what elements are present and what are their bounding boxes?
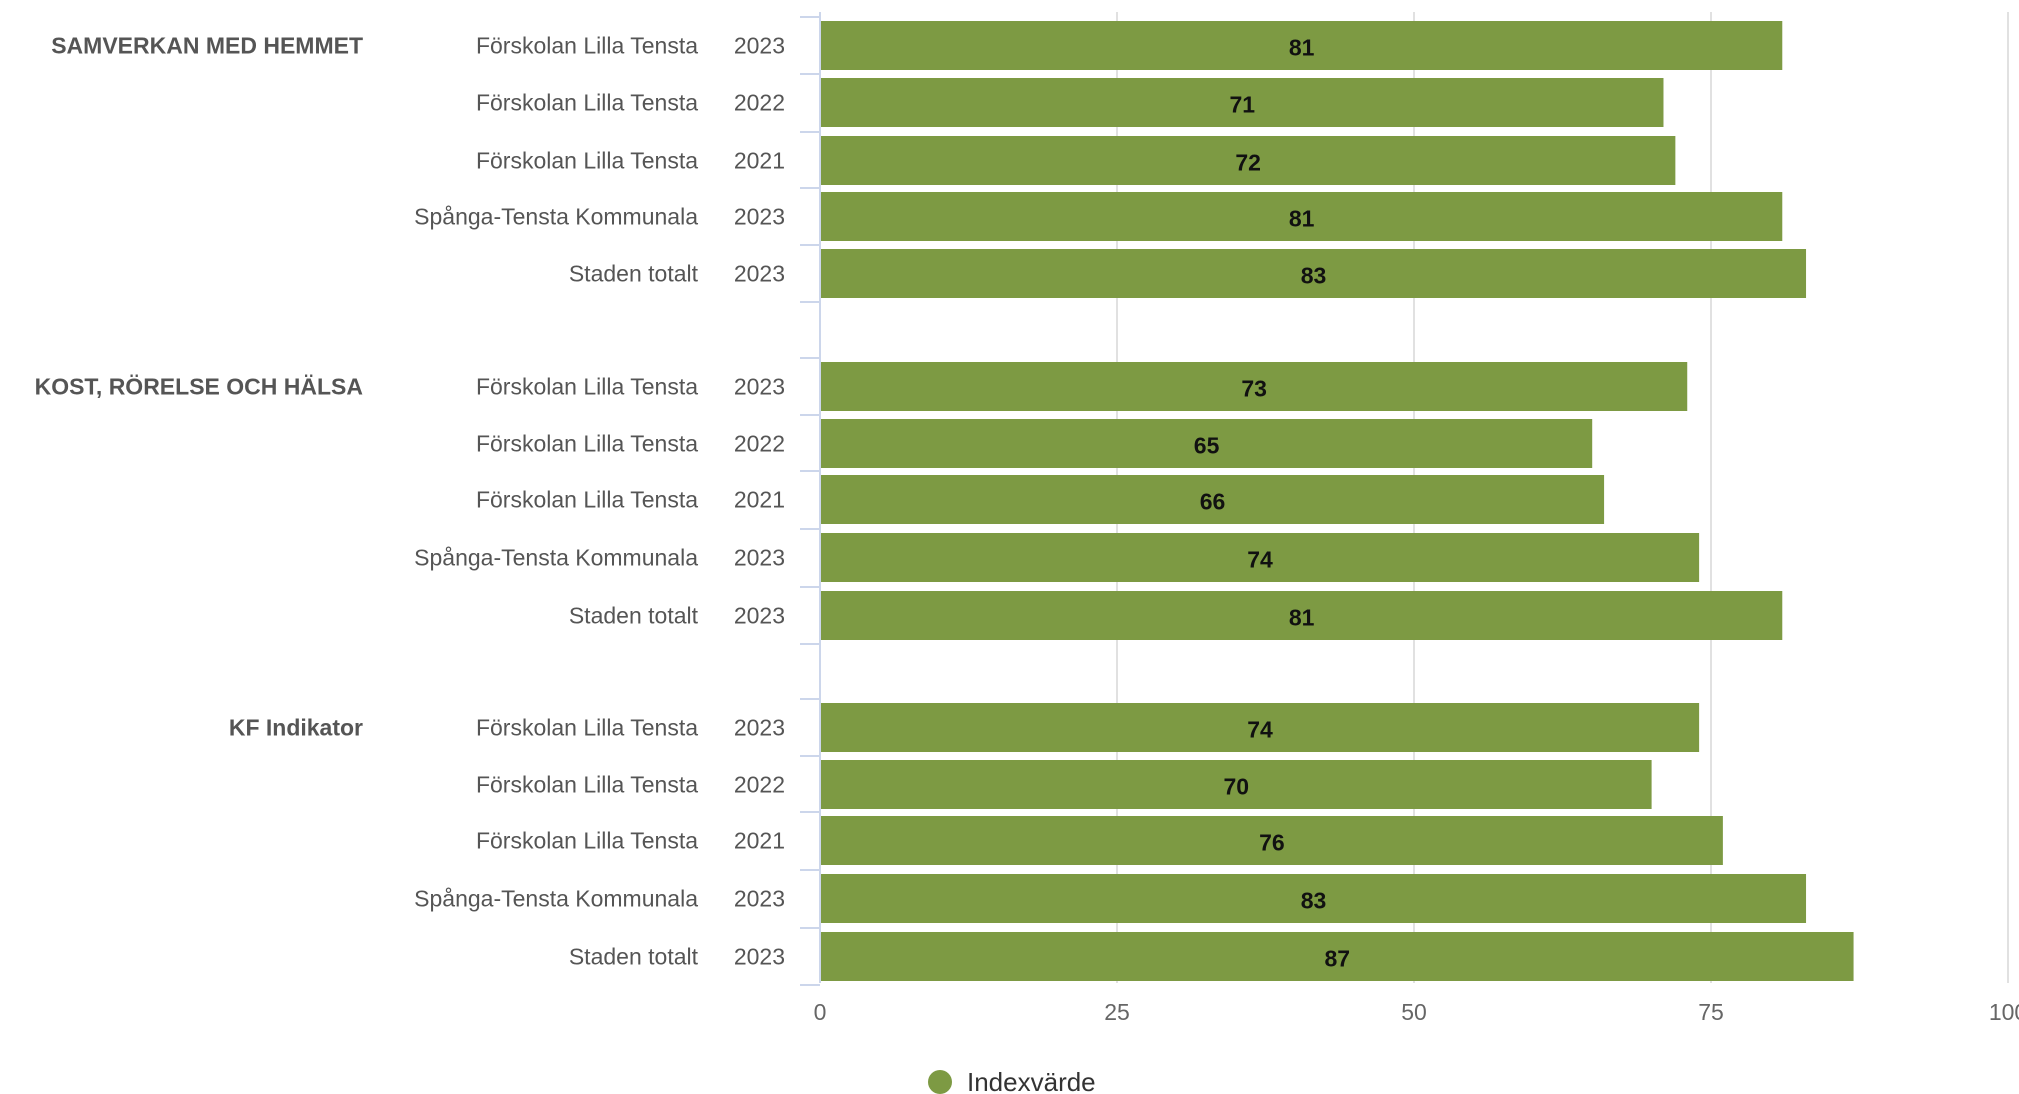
x-tick-label: 100 [1989, 999, 2019, 1025]
data-label: 74 [1247, 547, 1273, 573]
group-label: KF Indikator [229, 715, 363, 741]
legend-swatch-indexvarde [928, 1070, 952, 1094]
year-label: 2023 [734, 603, 785, 629]
year-label: 2022 [734, 90, 785, 116]
unit-label: Spånga-Tensta Kommunala [414, 545, 698, 571]
bar[interactable] [821, 192, 1783, 241]
unit-label: Staden totalt [569, 944, 699, 970]
year-label: 2023 [734, 261, 785, 287]
bar[interactable] [821, 591, 1783, 640]
bar[interactable] [821, 703, 1700, 752]
bar[interactable] [821, 21, 1783, 70]
unit-label: Spånga-Tensta Kommunala [414, 886, 698, 912]
data-label: 74 [1247, 717, 1273, 743]
year-label: 2023 [734, 33, 785, 59]
bar[interactable] [821, 136, 1676, 185]
unit-label: Spånga-Tensta Kommunala [414, 204, 698, 230]
year-label: 2022 [734, 431, 785, 457]
unit-label: Förskolan Lilla Tensta [476, 431, 698, 457]
bar[interactable] [821, 362, 1688, 411]
data-label: 71 [1229, 92, 1255, 118]
year-label: 2021 [734, 828, 785, 854]
x-tick-label: 25 [1104, 999, 1130, 1025]
x-axis-ticks: 0 25 50 75 100 [814, 999, 2019, 1025]
bar[interactable] [821, 475, 1605, 524]
x-tick-label: 50 [1401, 999, 1427, 1025]
unit-label: Förskolan Lilla Tensta [476, 374, 698, 400]
data-label: 70 [1224, 774, 1250, 800]
category-labels: SAMVERKAN MED HEMMET Förskolan Lilla Tens… [35, 33, 785, 970]
bar[interactable] [821, 78, 1664, 127]
y-axis [800, 12, 821, 986]
data-label: 81 [1289, 206, 1315, 232]
year-label: 2023 [734, 944, 785, 970]
unit-label: Staden totalt [569, 603, 699, 629]
group-label: KOST, RÖRELSE OCH HÄLSA [35, 374, 363, 400]
x-tick-label: 75 [1698, 999, 1724, 1025]
data-label: 81 [1289, 605, 1315, 631]
unit-label: Förskolan Lilla Tensta [476, 715, 698, 741]
bar[interactable] [821, 533, 1700, 582]
year-label: 2023 [734, 204, 785, 230]
unit-label: Förskolan Lilla Tensta [476, 487, 698, 513]
unit-label: Staden totalt [569, 261, 699, 287]
data-label: 66 [1200, 489, 1226, 515]
group-label: SAMVERKAN MED HEMMET [51, 33, 363, 59]
unit-label: Förskolan Lilla Tensta [476, 148, 698, 174]
bar[interactable] [821, 760, 1652, 809]
year-label: 2021 [734, 148, 785, 174]
unit-label: Förskolan Lilla Tensta [476, 772, 698, 798]
year-label: 2022 [734, 772, 785, 798]
bar[interactable] [821, 874, 1807, 923]
unit-label: Förskolan Lilla Tensta [476, 828, 698, 854]
bar[interactable] [821, 932, 1854, 981]
data-label: 76 [1259, 830, 1285, 856]
year-label: 2023 [734, 545, 785, 571]
data-label: 83 [1301, 263, 1327, 289]
legend[interactable]: Indexvärde [928, 1067, 1096, 1094]
year-label: 2023 [734, 374, 785, 400]
x-tick-label: 0 [814, 999, 827, 1025]
data-label: 83 [1301, 888, 1327, 914]
data-label: 87 [1324, 946, 1350, 972]
bar[interactable] [821, 816, 1723, 865]
bars: 81 71 72 81 83 73 65 66 74 81 74 70 76 83 87 [821, 21, 1854, 981]
data-label: 72 [1235, 150, 1261, 176]
year-label: 2021 [734, 487, 785, 513]
year-label: 2023 [734, 886, 785, 912]
unit-label: Förskolan Lilla Tensta [476, 90, 698, 116]
bar[interactable] [821, 419, 1593, 468]
data-label: 65 [1194, 433, 1220, 459]
unit-label: Förskolan Lilla Tensta [476, 33, 698, 59]
data-label: 73 [1241, 376, 1267, 402]
legend-label-indexvarde: Indexvärde [967, 1067, 1096, 1094]
bar[interactable] [821, 249, 1807, 298]
year-label: 2023 [734, 715, 785, 741]
data-label: 81 [1289, 35, 1315, 61]
